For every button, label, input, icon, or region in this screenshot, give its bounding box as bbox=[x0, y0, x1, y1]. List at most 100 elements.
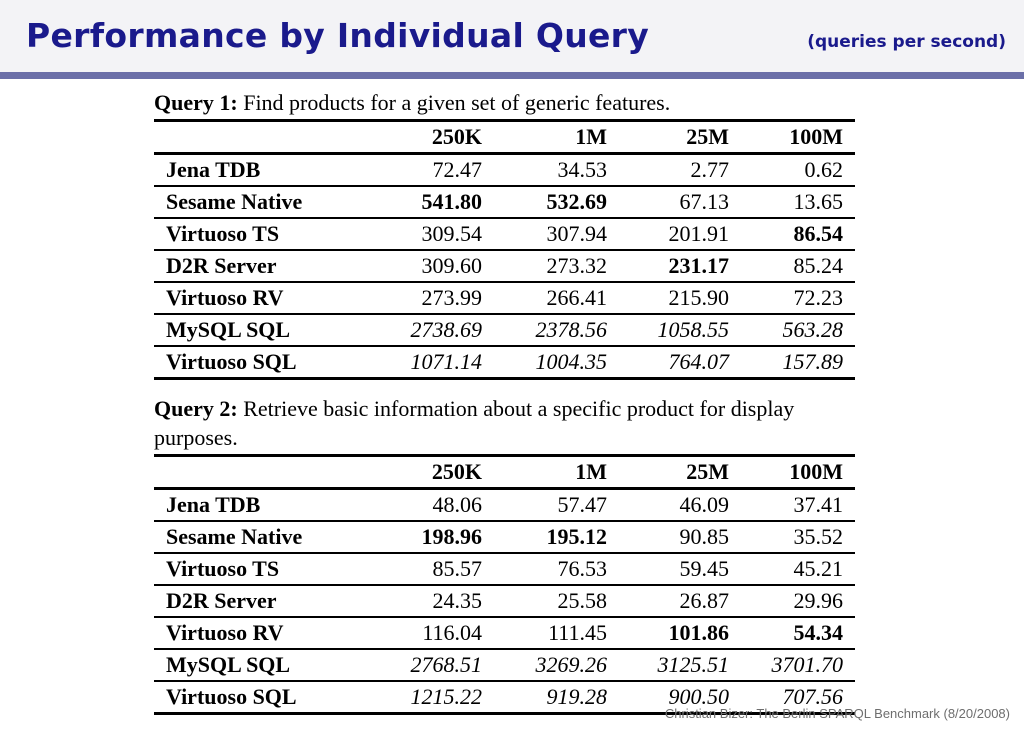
column-header-100m: 100M bbox=[741, 120, 855, 155]
value-cell: 1058.55 bbox=[657, 317, 730, 342]
table-row: Jena TDB 72.47 34.53 2.77 0.62 bbox=[154, 154, 855, 186]
value-cell: 273.99 bbox=[421, 285, 483, 310]
value-cell: 72.23 bbox=[793, 285, 844, 310]
value-cell: 532.69 bbox=[546, 189, 608, 214]
value-cell: 919.28 bbox=[546, 684, 608, 709]
table-row: Jena TDB 48.06 57.47 46.09 37.41 bbox=[154, 489, 855, 521]
query-1-description: Query 1: Find products for a given set o… bbox=[154, 88, 857, 117]
value-cell: 76.53 bbox=[557, 556, 608, 581]
value-cell: 195.12 bbox=[546, 524, 608, 549]
table-row: MySQL SQL 2768.51 3269.26 3125.51 3701.70 bbox=[154, 649, 855, 681]
value-cell: 85.24 bbox=[793, 253, 844, 278]
table-row: Virtuoso SQL 1071.14 1004.35 764.07 157.89 bbox=[154, 346, 855, 379]
table-row: Virtuoso SQL 1215.22 919.28 900.50 707.56 bbox=[154, 681, 855, 714]
value-cell: 111.45 bbox=[548, 620, 607, 645]
value-cell: 13.65 bbox=[793, 189, 844, 214]
value-cell: 25.58 bbox=[557, 588, 608, 613]
slide-footer: Christian Bizer: The Berlin SPARQL Bench… bbox=[664, 706, 1010, 721]
value-cell: 34.53 bbox=[557, 157, 608, 182]
system-name: MySQL SQL bbox=[166, 652, 291, 677]
value-cell: 198.96 bbox=[421, 524, 483, 549]
query-1-label: Query 1: bbox=[154, 90, 238, 115]
column-header-system bbox=[154, 455, 369, 490]
system-name: Virtuoso TS bbox=[166, 556, 280, 581]
system-name: Jena TDB bbox=[166, 492, 261, 517]
value-cell: 273.32 bbox=[546, 253, 608, 278]
value-cell: 563.28 bbox=[782, 317, 844, 342]
query-2-table-body: Jena TDB 48.06 57.47 46.09 37.41 Sesame Nati… bbox=[154, 489, 855, 714]
column-header-250k: 250K bbox=[369, 455, 494, 490]
value-cell: 48.06 bbox=[432, 492, 483, 517]
value-cell: 231.17 bbox=[668, 253, 730, 278]
value-cell: 85.57 bbox=[432, 556, 483, 581]
value-cell: 309.54 bbox=[421, 221, 483, 246]
value-cell: 764.07 bbox=[668, 349, 730, 374]
table-row: D2R Server 24.35 25.58 26.87 29.96 bbox=[154, 585, 855, 617]
value-cell: 309.60 bbox=[421, 253, 483, 278]
value-cell: 67.13 bbox=[679, 189, 730, 214]
value-cell: 707.56 bbox=[782, 684, 844, 709]
value-cell: 29.96 bbox=[793, 588, 844, 613]
slide-title: Performance by Individual Query bbox=[26, 16, 650, 55]
system-name: D2R Server bbox=[166, 588, 277, 613]
value-cell: 2.77 bbox=[690, 157, 730, 182]
column-header-25m: 25M bbox=[619, 455, 741, 490]
slide-subtitle: (queries per second) bbox=[807, 32, 1006, 52]
value-cell: 0.62 bbox=[804, 157, 844, 182]
table-row: Virtuoso TS 85.57 76.53 59.45 45.21 bbox=[154, 553, 855, 585]
value-cell: 900.50 bbox=[668, 684, 730, 709]
value-cell: 45.21 bbox=[793, 556, 844, 581]
system-name: Virtuoso TS bbox=[166, 221, 280, 246]
value-cell: 1071.14 bbox=[410, 349, 483, 374]
value-cell: 3701.70 bbox=[771, 652, 844, 677]
value-cell: 541.80 bbox=[421, 189, 483, 214]
system-name: Jena TDB bbox=[166, 157, 261, 182]
value-cell: 24.35 bbox=[432, 588, 483, 613]
value-cell: 59.45 bbox=[679, 556, 730, 581]
value-cell: 1004.35 bbox=[535, 349, 608, 374]
table-row: D2R Server 309.60 273.32 231.17 85.24 bbox=[154, 250, 855, 282]
header-divider bbox=[0, 72, 1024, 79]
value-cell: 201.91 bbox=[668, 221, 730, 246]
value-cell: 2378.56 bbox=[535, 317, 608, 342]
table-row: MySQL SQL 2738.69 2378.56 1058.55 563.28 bbox=[154, 314, 855, 346]
query-2-description: Query 2: Retrieve basic information abou… bbox=[154, 394, 857, 452]
slide-header: Performance by Individual Query (queries… bbox=[0, 0, 1024, 72]
value-cell: 307.94 bbox=[546, 221, 608, 246]
value-cell: 3125.51 bbox=[657, 652, 730, 677]
column-header-250k: 250K bbox=[369, 120, 494, 155]
table-header-row: 250K 1M 25M 100M bbox=[154, 120, 855, 155]
system-name: Virtuoso RV bbox=[166, 620, 284, 645]
value-cell: 57.47 bbox=[557, 492, 608, 517]
column-header-1m: 1M bbox=[494, 120, 619, 155]
query-1-table: 250K 1M 25M 100M Jena TDB 72.47 34.53 2.77 0… bbox=[154, 119, 855, 380]
value-cell: 46.09 bbox=[679, 492, 730, 517]
value-cell: 101.86 bbox=[668, 620, 730, 645]
value-cell: 2768.51 bbox=[410, 652, 483, 677]
query-1-text: Find products for a given set of generic… bbox=[243, 90, 671, 115]
table-row: Sesame Native 541.80 532.69 67.13 13.65 bbox=[154, 186, 855, 218]
query-2-table: 250K 1M 25M 100M Jena TDB 48.06 57.47 46.09… bbox=[154, 454, 855, 715]
system-name: Sesame Native bbox=[166, 524, 303, 549]
value-cell: 2738.69 bbox=[410, 317, 483, 342]
table-header-row: 250K 1M 25M 100M bbox=[154, 455, 855, 490]
table-row: Sesame Native 198.96 195.12 90.85 35.52 bbox=[154, 521, 855, 553]
value-cell: 157.89 bbox=[782, 349, 844, 374]
value-cell: 54.34 bbox=[793, 620, 844, 645]
value-cell: 72.47 bbox=[432, 157, 483, 182]
query-2-text: Retrieve basic information about a speci… bbox=[154, 396, 795, 450]
system-name: MySQL SQL bbox=[166, 317, 291, 342]
system-name: Virtuoso SQL bbox=[166, 349, 297, 374]
value-cell: 37.41 bbox=[793, 492, 844, 517]
system-name: D2R Server bbox=[166, 253, 277, 278]
value-cell: 26.87 bbox=[679, 588, 730, 613]
query-1-table-body: Jena TDB 72.47 34.53 2.77 0.62 Sesame Native… bbox=[154, 154, 855, 379]
table-row: Virtuoso RV 116.04 111.45 101.86 54.34 bbox=[154, 617, 855, 649]
value-cell: 266.41 bbox=[546, 285, 608, 310]
value-cell: 90.85 bbox=[679, 524, 730, 549]
system-name: Sesame Native bbox=[166, 189, 303, 214]
column-header-25m: 25M bbox=[619, 120, 741, 155]
value-cell: 3269.26 bbox=[535, 652, 608, 677]
system-name: Virtuoso SQL bbox=[166, 684, 297, 709]
value-cell: 35.52 bbox=[793, 524, 844, 549]
